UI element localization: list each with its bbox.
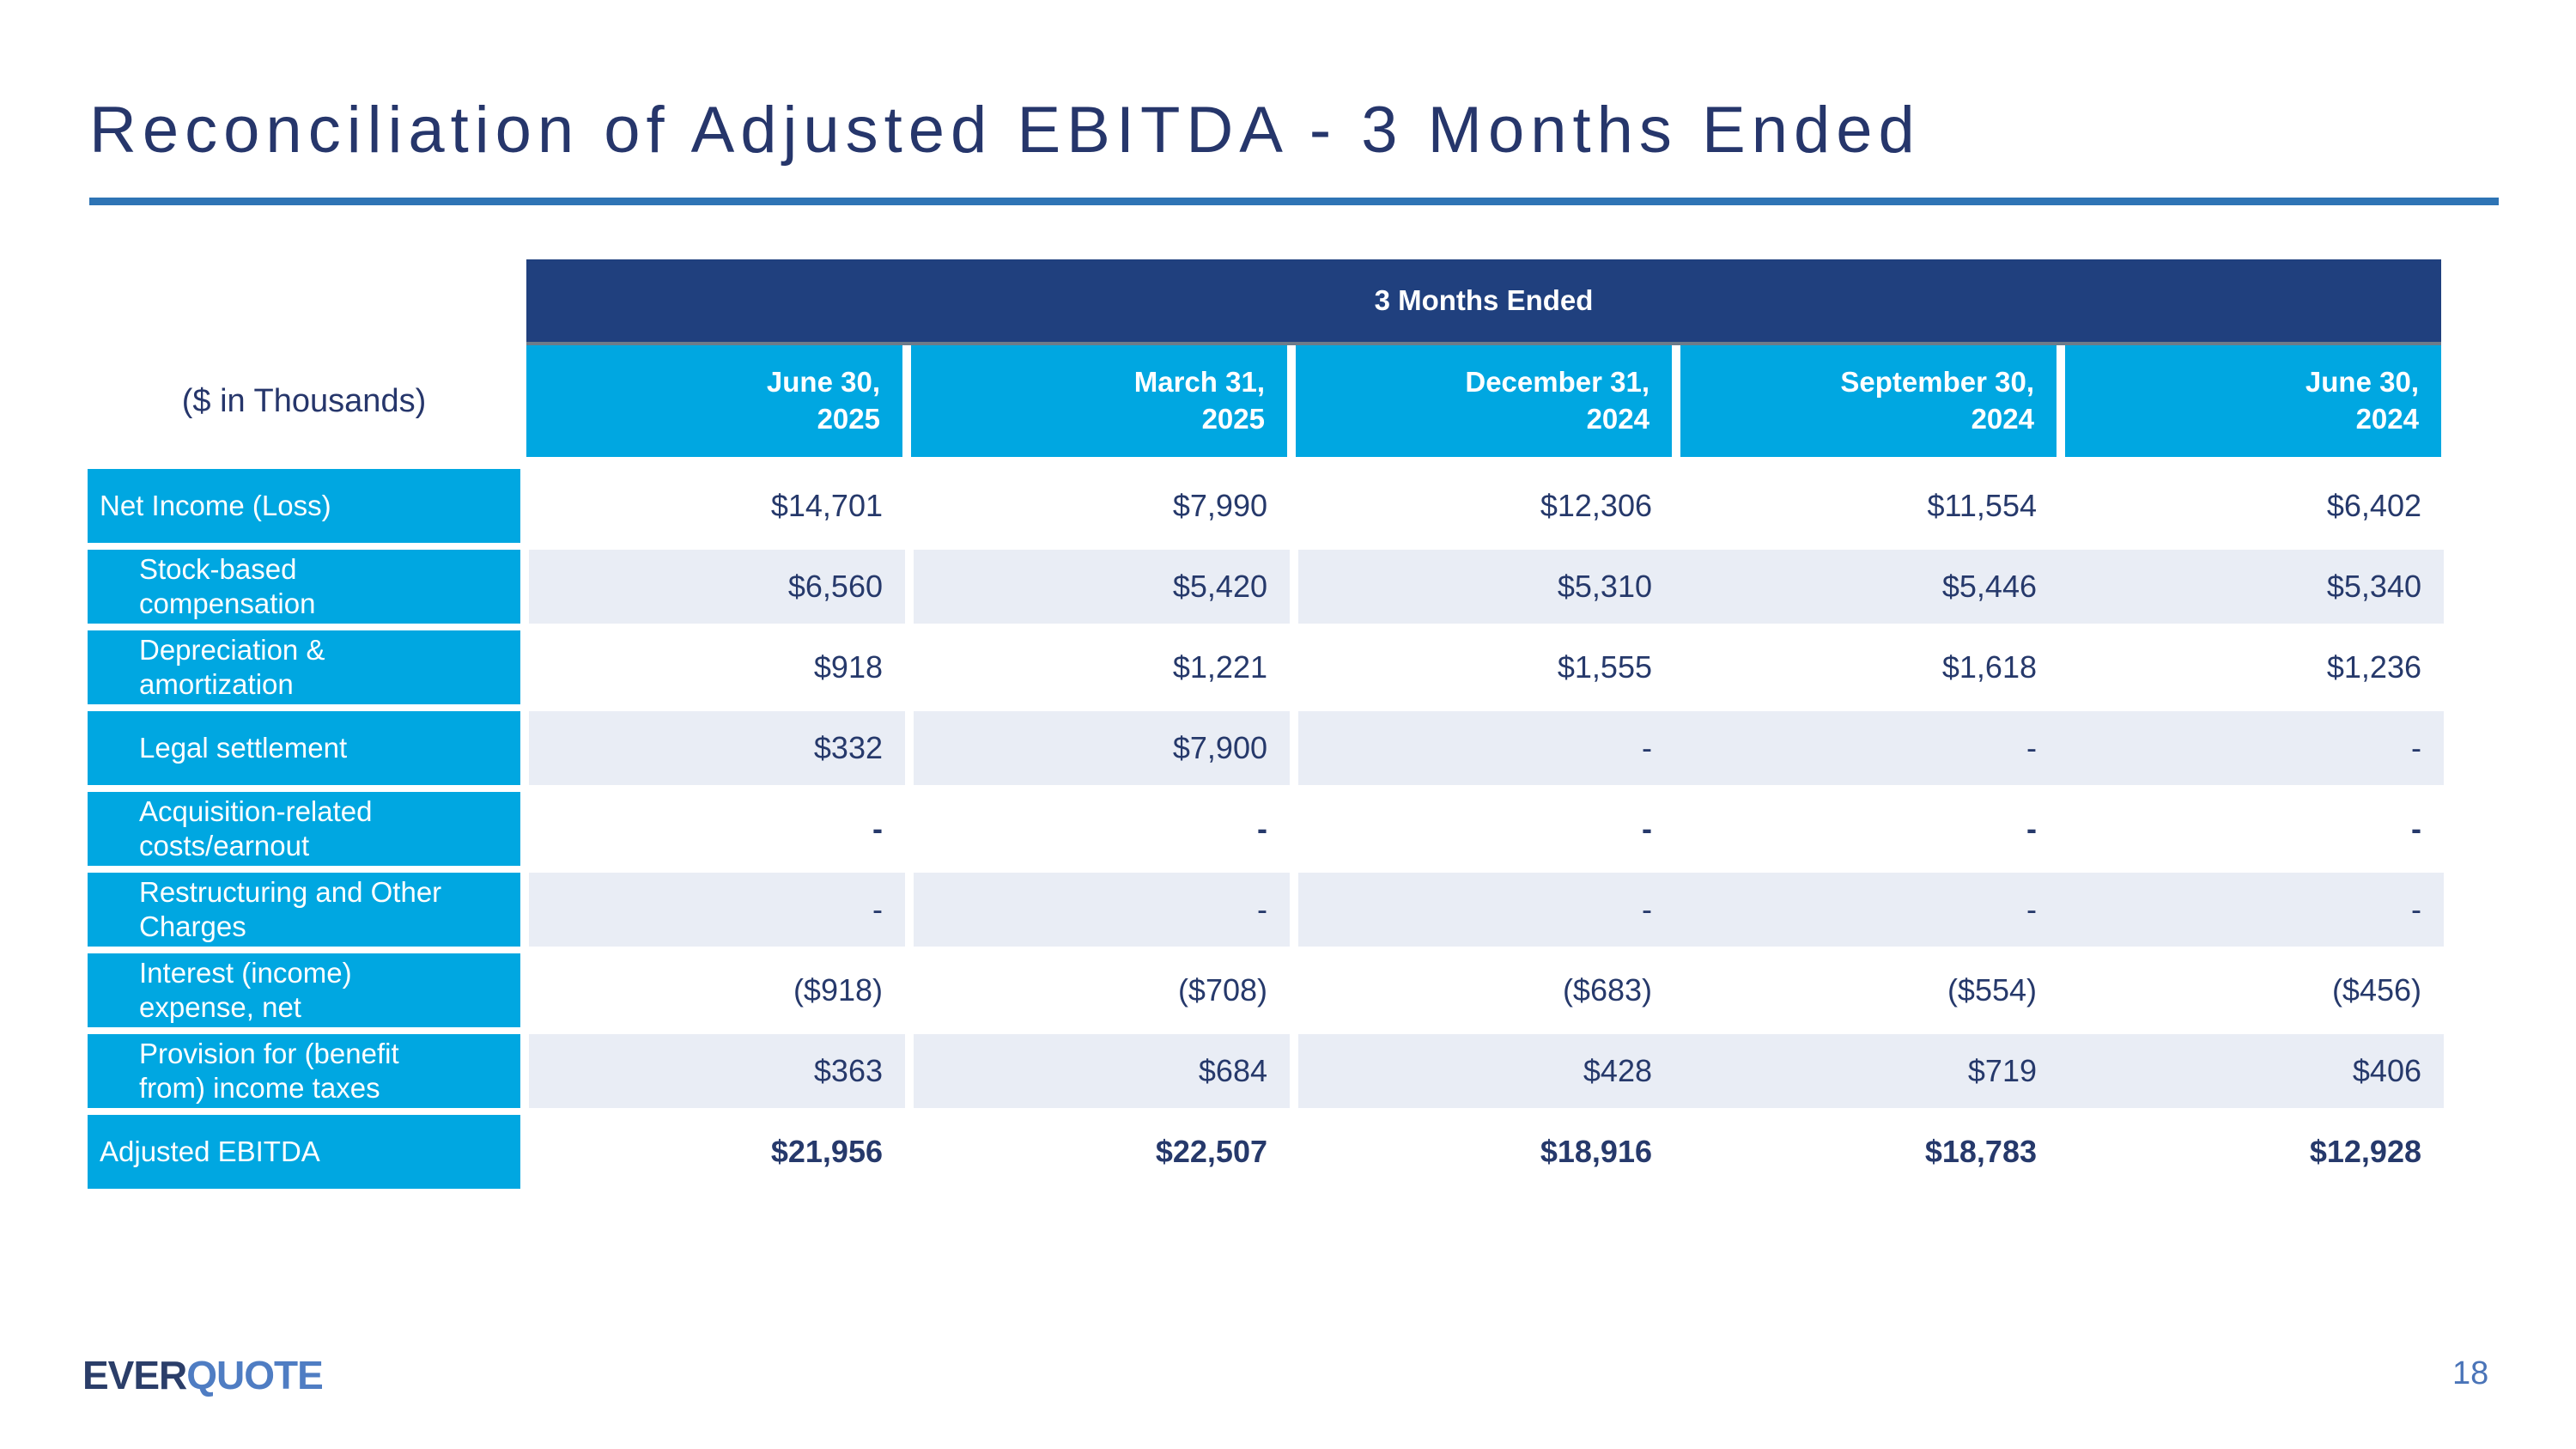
value-cell: - xyxy=(2026,730,2037,765)
table-row: Legal settlement $332 $7,900 - - - xyxy=(88,711,2444,785)
value-cell: - xyxy=(2411,730,2421,765)
table-row: Acquisition-related costs/earnout - - - - - xyxy=(88,792,2444,866)
value-cell: $18,916 xyxy=(1540,1134,1652,1169)
value-cell: - xyxy=(1642,892,1652,927)
value-cell: $719 xyxy=(1967,1053,2037,1088)
value-cell: $918 xyxy=(813,649,883,685)
merged-value-group: ($683) ($554) ($456) xyxy=(1298,953,2444,1027)
value-cell: $363 xyxy=(529,1034,905,1108)
value-cell: - xyxy=(2026,811,2037,846)
table-row: Depreciation & amortization $918 $1,221 $1,… xyxy=(88,630,2444,704)
table-row: Restructuring and Other Charges - - - - - xyxy=(88,873,2444,947)
row-label: Depreciation & amortization xyxy=(88,630,520,704)
merged-value-group: --- xyxy=(1298,711,2444,785)
value-cell: $1,236 xyxy=(2326,649,2421,685)
value-cell: $1,221 xyxy=(1172,649,1267,685)
row-label: Provision for (benefit from) income taxe… xyxy=(88,1034,520,1108)
value-cell: ($708) xyxy=(1177,972,1267,1008)
value-cell: $22,507 xyxy=(1155,1134,1267,1169)
table-row: Stock-based compensation $6,560 $5,420 $5,3… xyxy=(88,550,2444,624)
column-header: September 30, 2024 xyxy=(1680,345,2057,457)
row-label: Interest (income) expense, net xyxy=(88,953,520,1027)
value-cell: $5,310 xyxy=(1557,569,1652,604)
value-cell: ($683) xyxy=(1562,972,1652,1008)
page-number: 18 xyxy=(2452,1355,2489,1391)
value-cell: $12,306 xyxy=(1540,488,1652,523)
value-cell: $6,402 xyxy=(2326,488,2421,523)
units-label: ($ in Thousands) xyxy=(181,382,427,419)
value-cell: $684 xyxy=(914,1034,1290,1108)
column-header: June 30, 2025 xyxy=(526,345,902,457)
logo-ever: EVER xyxy=(82,1353,187,1397)
value-cell: $7,990 xyxy=(1172,488,1267,523)
table-row: Provision for (benefit from) income taxe… xyxy=(88,1034,2444,1108)
value-cell: $5,420 xyxy=(914,550,1290,624)
value-cell: - xyxy=(1642,730,1652,765)
value-cell: $1,618 xyxy=(1941,649,2037,685)
column-headers: June 30, 2025 March 31, 2025 December 31, … xyxy=(526,345,2441,457)
table-row: Interest (income) expense, net ($918) ($70… xyxy=(88,953,2444,1027)
value-cell: ($918) xyxy=(793,972,883,1008)
merged-value-group: $5,310 $5,446 $5,340 xyxy=(1298,550,2444,624)
merged-value-group: $428 $719 $406 xyxy=(1298,1034,2444,1108)
merged-value-group: $12,306 $11,554 $6,402 xyxy=(1298,469,2444,543)
row-label: Stock-based compensation xyxy=(88,550,520,624)
value-cell: $1,555 xyxy=(1557,649,1652,685)
row-label: Legal settlement xyxy=(88,711,520,785)
value-cell: $7,900 xyxy=(914,711,1290,785)
row-label: Restructuring and Other Charges xyxy=(88,873,520,947)
value-cell: $12,928 xyxy=(2309,1134,2421,1169)
value-cell: $14,701 xyxy=(770,488,883,523)
value-cell: $6,560 xyxy=(529,550,905,624)
title-underline xyxy=(89,198,2499,205)
merged-value-group: $18,916 $18,783 $12,928 xyxy=(1298,1115,2444,1189)
column-header: March 31, 2025 xyxy=(911,345,1287,457)
value-cell: $428 xyxy=(1583,1053,1652,1088)
months-ended-label: 3 Months Ended xyxy=(1374,284,1594,316)
everquote-logo: EVERQUOTE xyxy=(82,1352,324,1398)
row-label: Acquisition-related costs/earnout xyxy=(88,792,520,866)
page-title: Reconciliation of Adjusted EBITDA - 3 Mo… xyxy=(89,94,1921,167)
merged-value-group: --- xyxy=(1298,873,2444,947)
value-cell: $406 xyxy=(2352,1053,2421,1088)
row-label: Adjusted EBITDA xyxy=(88,1115,520,1189)
column-header: December 31, 2024 xyxy=(1296,345,1672,457)
value-cell: - xyxy=(1642,811,1652,846)
value-cell: $5,340 xyxy=(2326,569,2421,604)
table-body: Net Income (Loss) $14,701 $7,990 $12,306 $11… xyxy=(88,469,2444,1189)
months-ended-band: 3 Months Ended xyxy=(526,259,2441,345)
value-cell: - xyxy=(914,873,1290,947)
column-header: June 30, 2024 xyxy=(2065,345,2441,457)
value-cell: ($456) xyxy=(2331,972,2421,1008)
value-cell: $332 xyxy=(529,711,905,785)
merged-value-group: --- xyxy=(1298,792,2444,866)
table-row: Adjusted EBITDA $21,956 $22,507 $18,916 $18,… xyxy=(88,1115,2444,1189)
value-cell: - xyxy=(2026,892,2037,927)
value-cell: $5,446 xyxy=(1941,569,2037,604)
value-cell: $21,956 xyxy=(770,1134,883,1169)
value-cell: - xyxy=(2411,811,2421,846)
value-cell: ($554) xyxy=(1947,972,2037,1008)
logo-quote: QUOTE xyxy=(186,1353,324,1397)
merged-value-group: $1,555 $1,618 $1,236 xyxy=(1298,630,2444,704)
row-label: Net Income (Loss) xyxy=(88,469,520,543)
value-cell: - xyxy=(2411,892,2421,927)
value-cell: $18,783 xyxy=(1924,1134,2037,1169)
value-cell: - xyxy=(529,873,905,947)
value-cell: - xyxy=(872,811,883,846)
value-cell: $11,554 xyxy=(1927,488,2037,523)
table-row: Net Income (Loss) $14,701 $7,990 $12,306 $11… xyxy=(88,469,2444,543)
value-cell: - xyxy=(1257,811,1267,846)
